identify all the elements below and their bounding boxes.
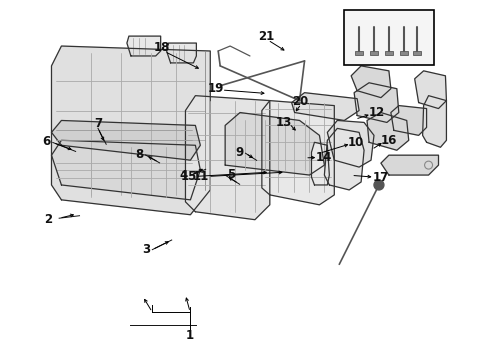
Text: 11: 11 <box>192 170 208 183</box>
Circle shape <box>373 180 383 190</box>
Text: 1: 1 <box>186 329 194 342</box>
Polygon shape <box>353 83 398 122</box>
Text: 9: 9 <box>235 146 244 159</box>
Polygon shape <box>185 96 269 220</box>
Text: 15: 15 <box>180 170 197 183</box>
Polygon shape <box>422 96 446 147</box>
Polygon shape <box>380 155 438 175</box>
Text: 5: 5 <box>226 168 235 181</box>
Polygon shape <box>366 113 408 150</box>
Bar <box>384 51 392 55</box>
Text: 14: 14 <box>315 150 331 164</box>
Polygon shape <box>390 105 426 135</box>
Text: 12: 12 <box>367 106 384 120</box>
Polygon shape <box>51 46 210 215</box>
Polygon shape <box>324 129 364 190</box>
Text: 13: 13 <box>275 116 291 129</box>
Text: 17: 17 <box>371 171 387 184</box>
Polygon shape <box>51 121 200 160</box>
Polygon shape <box>127 36 161 56</box>
Text: 18: 18 <box>154 41 170 54</box>
Text: 16: 16 <box>380 134 396 147</box>
Text: 3: 3 <box>142 243 150 256</box>
Polygon shape <box>350 66 390 98</box>
Text: 10: 10 <box>347 136 364 149</box>
Polygon shape <box>311 142 328 185</box>
Polygon shape <box>166 43 196 63</box>
Text: 2: 2 <box>44 213 52 226</box>
Polygon shape <box>262 100 334 205</box>
Bar <box>354 51 362 55</box>
Bar <box>412 51 420 55</box>
Text: 20: 20 <box>291 95 308 108</box>
Polygon shape <box>326 121 373 167</box>
Text: 19: 19 <box>208 82 224 95</box>
Polygon shape <box>291 93 358 121</box>
Text: 6: 6 <box>42 135 51 148</box>
Text: 8: 8 <box>135 148 143 162</box>
Text: 21: 21 <box>258 30 274 43</box>
Text: 4: 4 <box>180 169 187 182</box>
Polygon shape <box>414 71 446 109</box>
Bar <box>344 10 433 65</box>
Bar <box>399 51 407 55</box>
Polygon shape <box>224 113 324 175</box>
Polygon shape <box>51 140 200 200</box>
Bar <box>369 51 377 55</box>
Text: 7: 7 <box>94 117 102 130</box>
